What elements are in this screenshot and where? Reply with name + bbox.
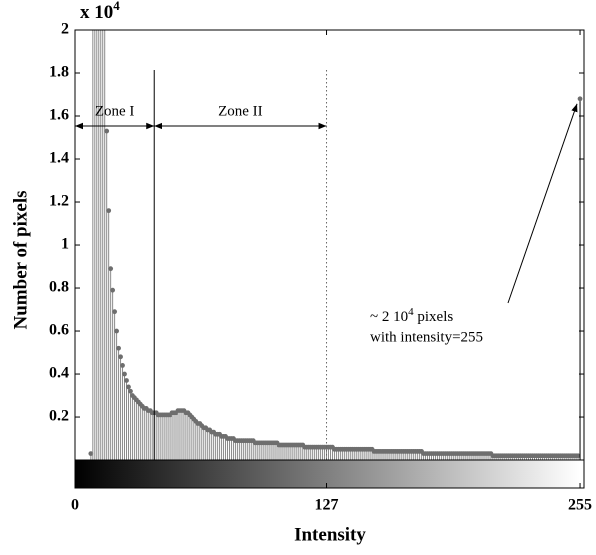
stem — [94, 30, 96, 461]
y-tick-label: 1.4 — [49, 150, 69, 167]
x-tick-label: 127 — [315, 497, 339, 514]
stem-marker — [124, 378, 129, 383]
stem — [116, 345, 121, 461]
stem — [126, 384, 131, 461]
y-tick-label: 2 — [61, 21, 69, 38]
y-axis-label: Number of pixels — [10, 191, 31, 330]
stem — [108, 266, 114, 461]
stems — [88, 30, 583, 461]
axes-frame — [74, 29, 585, 489]
stem — [98, 30, 100, 461]
stem-marker — [106, 208, 112, 214]
stem — [104, 128, 110, 461]
annotation-part: pixels — [414, 309, 454, 325]
stem-marker — [116, 345, 121, 351]
annotation-exponent: 4 — [408, 306, 414, 318]
stem — [118, 354, 123, 461]
stem — [104, 30, 106, 461]
annotation-text: with intensity=255 — [370, 329, 483, 345]
y-tick-label: 1.6 — [49, 107, 69, 124]
stem-marker — [575, 453, 581, 459]
stem-marker — [114, 328, 119, 334]
stem-marker — [126, 384, 131, 390]
y-tick-label: 1 — [61, 236, 69, 253]
stem — [106, 208, 112, 461]
stem — [92, 30, 94, 461]
annotation-part: ~ 2 10 — [370, 309, 408, 325]
y-tick-label: 0.8 — [49, 279, 69, 296]
stem — [88, 451, 94, 461]
stem — [112, 309, 118, 461]
y-tick-label: 0.2 — [49, 408, 69, 425]
y-tick-label: 1.2 — [49, 193, 69, 210]
x-axis-label: Intensity — [294, 524, 366, 545]
x-tick-label: 0 — [71, 497, 79, 514]
annotation-text: ~ 2 104 pixels — [370, 306, 453, 326]
y-tick-label: 1.8 — [49, 64, 69, 81]
stem-marker — [104, 128, 110, 134]
stem-marker — [108, 266, 114, 272]
x-tick-label: 255 — [568, 497, 592, 514]
stem-marker — [88, 451, 94, 456]
y-multiplier: x 104 — [80, 0, 120, 23]
stem — [124, 378, 129, 461]
zone-label: Zone I — [95, 103, 135, 119]
stem — [577, 96, 583, 461]
stem-marker — [122, 371, 127, 377]
stem-marker — [577, 96, 583, 102]
y-tick-label: 0.4 — [49, 365, 69, 382]
stem — [100, 30, 102, 461]
zone-label: Zone II — [218, 103, 263, 119]
y-tick-label: 0.6 — [49, 322, 69, 339]
stem-marker — [112, 309, 118, 315]
stem — [120, 363, 125, 461]
stem — [575, 453, 581, 461]
stem-marker — [118, 354, 123, 360]
stem — [110, 287, 116, 461]
stem-marker — [128, 388, 133, 394]
stem — [102, 30, 104, 461]
stem — [96, 30, 98, 461]
stem — [122, 371, 127, 461]
stem-marker — [120, 363, 125, 368]
stem — [128, 388, 133, 461]
stem-marker — [110, 287, 116, 293]
stem — [114, 328, 119, 461]
annotation-arrow — [507, 103, 578, 304]
intensity-gradient — [75, 460, 581, 488]
